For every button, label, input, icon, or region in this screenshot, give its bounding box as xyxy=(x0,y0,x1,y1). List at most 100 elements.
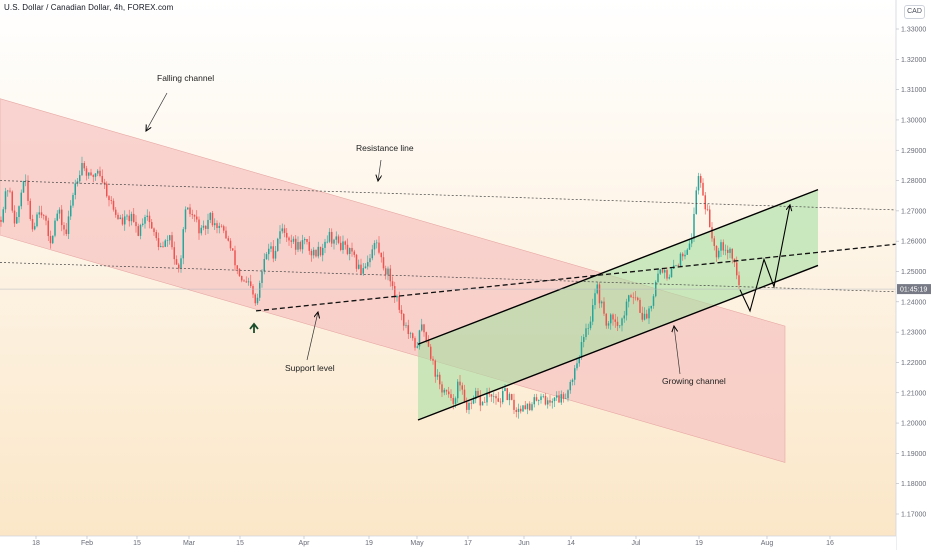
candle-body xyxy=(207,219,209,229)
candle-body xyxy=(477,390,479,397)
candle-body xyxy=(668,277,670,279)
annotation-resistance-line: Resistance line xyxy=(356,143,414,153)
y-tick-label: 1.28000 xyxy=(901,178,926,185)
candle-body xyxy=(171,235,173,248)
candle-body xyxy=(29,200,31,220)
candle-body xyxy=(691,238,693,244)
candle-body xyxy=(623,315,625,319)
candle-body xyxy=(18,206,20,218)
candle-body xyxy=(45,216,47,221)
candle-body xyxy=(261,271,263,283)
candle-body xyxy=(682,253,684,257)
candle-body xyxy=(54,220,56,236)
candle-body xyxy=(220,225,223,227)
candle-body xyxy=(313,249,315,256)
candle-body xyxy=(198,219,200,234)
candle-body xyxy=(542,395,544,397)
candle-body xyxy=(270,246,272,249)
candle-body xyxy=(247,281,250,283)
annotation-falling-channel: Falling channel xyxy=(157,73,214,83)
candle-body xyxy=(468,402,470,410)
candle-body xyxy=(256,297,259,304)
candle-body xyxy=(286,232,288,238)
y-axis-panel xyxy=(896,0,932,550)
candle-body xyxy=(301,240,304,250)
candle-body xyxy=(605,313,607,326)
candle-body xyxy=(254,294,256,304)
candle-body xyxy=(297,242,299,250)
candle-body xyxy=(193,215,196,217)
candle-body xyxy=(387,268,389,275)
y-tick-label: 1.31000 xyxy=(901,87,926,94)
candle-body xyxy=(36,214,38,227)
candle-body xyxy=(461,385,463,390)
candle-body xyxy=(641,312,643,320)
candle-body xyxy=(11,191,13,211)
y-tick-label: 1.32000 xyxy=(901,57,926,64)
candle-body xyxy=(128,215,130,222)
candle-body xyxy=(715,245,718,258)
candle-body xyxy=(202,225,205,228)
candle-body xyxy=(99,170,101,176)
candle-body xyxy=(360,264,362,274)
candle-body xyxy=(432,358,434,361)
candle-body xyxy=(607,323,610,326)
candle-body xyxy=(74,183,76,196)
candle-body xyxy=(729,248,731,253)
candle-body xyxy=(657,273,659,282)
candle-body xyxy=(308,241,310,251)
candle-body xyxy=(632,297,634,299)
candle-body xyxy=(324,241,326,248)
candle-body xyxy=(229,240,232,249)
candle-body xyxy=(416,346,418,348)
candle-body xyxy=(292,238,295,242)
candle-body xyxy=(445,389,448,392)
candle-body xyxy=(304,239,306,241)
candle-body xyxy=(535,397,538,401)
candle-body xyxy=(137,226,139,236)
x-tick-label: Feb xyxy=(81,540,93,547)
candle-body xyxy=(540,396,542,400)
candle-body xyxy=(227,238,229,241)
candle-body xyxy=(250,281,252,287)
candle-body xyxy=(187,207,189,210)
candle-body xyxy=(369,258,371,263)
candle-body xyxy=(553,397,556,402)
x-tick-label: Mar xyxy=(183,540,196,547)
candle-body xyxy=(598,284,601,304)
candle-body xyxy=(648,308,650,319)
candle-body xyxy=(556,395,558,398)
candle-body xyxy=(205,225,207,229)
candle-body xyxy=(340,242,342,251)
candle-body xyxy=(121,217,124,225)
currency-badge[interactable]: CAD xyxy=(904,5,925,19)
candle-body xyxy=(659,269,661,274)
candle-body xyxy=(612,314,614,320)
candle-body xyxy=(693,213,695,239)
candle-body xyxy=(259,282,261,298)
y-tick-label: 1.17000 xyxy=(901,512,926,519)
x-tick-label: May xyxy=(410,540,424,547)
candle-body xyxy=(22,180,25,193)
candle-body xyxy=(718,250,720,258)
projection-path xyxy=(739,205,790,313)
candle-body xyxy=(290,240,292,242)
y-tick-label: 1.19000 xyxy=(901,451,926,458)
candle-body xyxy=(108,196,110,201)
candle-body xyxy=(196,216,198,220)
candle-body xyxy=(439,374,441,385)
candle-body xyxy=(457,381,459,399)
candle-body xyxy=(711,227,713,239)
candle-body xyxy=(412,333,414,339)
candle-body xyxy=(675,265,677,266)
candle-body xyxy=(637,297,639,300)
candle-body xyxy=(216,223,218,229)
candle-body xyxy=(664,270,666,273)
candle-body xyxy=(67,216,70,235)
candle-body xyxy=(40,212,43,216)
candle-body xyxy=(175,259,178,265)
candle-body xyxy=(515,409,517,412)
candle-body xyxy=(299,242,301,250)
candle-body xyxy=(85,168,88,176)
